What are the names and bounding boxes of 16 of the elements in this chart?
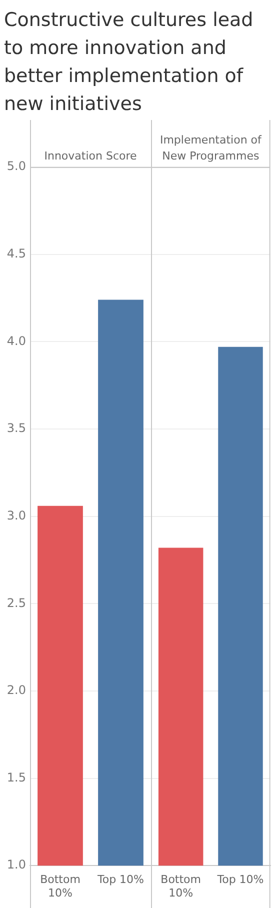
y-tick-label: 4.0 (6, 334, 26, 348)
chart-subtitle: Implementation of New Programmes (160, 133, 263, 162)
x-tick-label: Bottom 10% (40, 873, 80, 900)
y-tick-label: 1.5 (6, 770, 26, 784)
y-tick-label: 5.0 (6, 159, 26, 174)
y-tick-label: 3.5 (6, 421, 26, 436)
chart-subtitle: Innovation Score (44, 149, 137, 162)
y-tick-label: 4.5 (6, 246, 26, 260)
y-tick-label: 2.0 (6, 683, 26, 698)
x-tick-label: Top 10% (96, 873, 144, 886)
y-tick-label: 1.0 (6, 858, 26, 872)
chart-title: Constructive cultures lead to more innovation and better implementation of new initiatives (4, 8, 254, 117)
y-tick-label: 3.0 (6, 508, 26, 522)
y-tick-label: 2.5 (6, 596, 26, 610)
x-tick-label: Bottom 10% (160, 873, 202, 900)
x-tick-label: Top 10% (216, 873, 264, 886)
